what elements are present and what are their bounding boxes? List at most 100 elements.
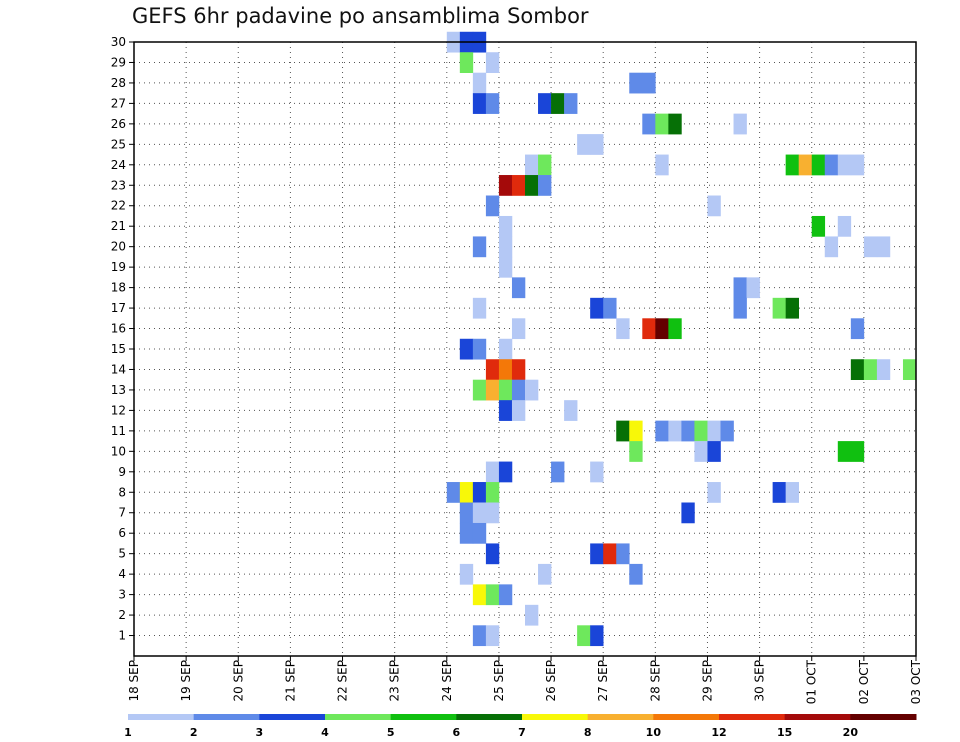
- precip-cell: [485, 625, 500, 647]
- precip-cell: [511, 359, 526, 380]
- precip-cell: [603, 543, 617, 565]
- precip-cell: [642, 72, 656, 94]
- precip-cell: [472, 625, 487, 647]
- precip-cell: [472, 379, 487, 401]
- legend-label: 15: [777, 726, 792, 739]
- precip-cell: [551, 461, 565, 483]
- precip-cell: [525, 175, 539, 196]
- y-tick-label: 29: [111, 55, 126, 69]
- x-tick-label: 19 SEP: [179, 660, 193, 702]
- precip-cell: [863, 236, 878, 258]
- precip-cell: [629, 441, 643, 462]
- precip-cell: [785, 154, 799, 176]
- precip-cell: [590, 134, 604, 155]
- precip-cell: [472, 338, 487, 360]
- precip-cell: [668, 318, 682, 340]
- y-tick-label: 10: [111, 444, 126, 458]
- precip-cell: [590, 461, 604, 483]
- precip-cell: [472, 584, 487, 606]
- precip-cell: [629, 72, 643, 94]
- y-tick-label: 20: [111, 240, 126, 254]
- precip-cell: [459, 502, 474, 524]
- precip-cell: [850, 441, 865, 462]
- x-tick-label: 28 SEP: [648, 660, 662, 702]
- precip-cell: [538, 175, 552, 196]
- precip-cell: [472, 236, 487, 258]
- y-tick-label: 1: [118, 629, 126, 643]
- precip-cell: [824, 236, 839, 258]
- precip-cell: [850, 154, 865, 176]
- y-tick-label: 14: [111, 362, 126, 376]
- y-tick-label: 17: [111, 301, 126, 315]
- precip-cell: [525, 154, 539, 176]
- legend-label: 2: [190, 726, 198, 739]
- precip-cell: [551, 93, 565, 114]
- y-tick-label: 12: [111, 403, 126, 417]
- precip-cell: [498, 175, 513, 196]
- y-tick-label: 21: [111, 219, 126, 233]
- y-tick-label: 5: [118, 547, 126, 561]
- y-tick-label: 13: [111, 383, 126, 397]
- precip-cell: [590, 625, 604, 647]
- precip-cell: [746, 277, 760, 299]
- precip-cell: [876, 359, 891, 380]
- precip-cell: [511, 175, 526, 196]
- y-tick-label: 28: [111, 76, 126, 90]
- legend-label: 5: [387, 726, 395, 739]
- legend-label: 1: [124, 726, 132, 739]
- color-legend: 1 2 3 4 5 6 7 8 10 12 15 20: [124, 714, 917, 739]
- legend-swatch: [259, 714, 326, 720]
- precip-cell: [498, 461, 513, 483]
- y-tick-label: 7: [118, 506, 126, 520]
- precip-cell: [485, 359, 500, 380]
- precip-cell: [485, 543, 500, 565]
- x-tick-label: 18 SEP: [127, 660, 141, 702]
- precip-cell: [798, 154, 813, 176]
- precip-cell: [824, 154, 839, 176]
- precip-cell: [694, 441, 708, 462]
- y-tick-label: 6: [118, 526, 126, 540]
- precip-cell: [472, 72, 487, 94]
- precip-cell: [472, 522, 487, 544]
- x-axis: 18 SEP 19 SEP 20 SEP 21 SEP 22 SEP 23 SEP 24 S…: [127, 656, 923, 704]
- precip-cell: [733, 277, 747, 299]
- precip-cell: [785, 482, 799, 503]
- precip-cell: [472, 93, 487, 114]
- legend-label: 4: [321, 726, 329, 739]
- precip-cell: [811, 154, 826, 176]
- x-tick-label: 24 SEP: [440, 660, 454, 702]
- precip-cell: [590, 297, 604, 319]
- precip-cell: [655, 318, 669, 340]
- legend-label: 20: [843, 726, 859, 739]
- y-axis: 1234567891011121314151617181920212223242…: [111, 35, 134, 643]
- precip-cell: [707, 420, 721, 442]
- precip-cell: [655, 420, 669, 442]
- precip-cell: [459, 482, 474, 503]
- x-tick-label: 21 SEP: [283, 660, 297, 702]
- precip-cell: [642, 318, 656, 340]
- precip-cell: [876, 236, 891, 258]
- precip-cell: [485, 52, 500, 73]
- x-tick-label: 30 SEP: [753, 660, 767, 702]
- precip-cell: [720, 420, 734, 442]
- precip-cell: [603, 297, 617, 319]
- precip-cell: [485, 584, 500, 606]
- precip-cell: [485, 461, 500, 483]
- x-tick-label: 25 SEP: [492, 660, 506, 702]
- precip-cell: [681, 502, 695, 524]
- precip-cell: [577, 134, 591, 155]
- precip-cell: [707, 195, 721, 217]
- grid-layer: [134, 42, 916, 656]
- precip-cell: [472, 482, 487, 503]
- cells-layer: [446, 31, 917, 647]
- precip-cell: [863, 359, 878, 380]
- precip-cell: [459, 338, 474, 360]
- precip-cell: [538, 93, 552, 114]
- y-tick-label: 3: [118, 588, 126, 602]
- y-tick-label: 2: [118, 608, 126, 622]
- precip-cell: [485, 195, 500, 217]
- precip-cell: [525, 604, 539, 626]
- x-tick-label: 29 SEP: [700, 660, 714, 702]
- precip-cell: [772, 482, 786, 503]
